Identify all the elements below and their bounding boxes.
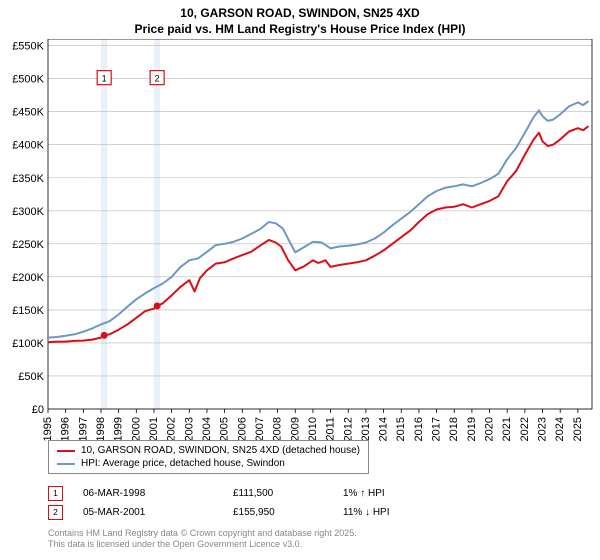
x-tick-label: 1999: [113, 417, 125, 441]
x-tick-label: 2022: [519, 417, 531, 441]
y-tick-label: £250K: [12, 239, 44, 251]
x-tick-label: 2007: [254, 417, 266, 441]
plot-border: [48, 39, 592, 409]
y-tick-label: £150K: [12, 305, 44, 317]
sale-marker-cell: 1: [48, 486, 63, 501]
attribution: Contains HM Land Registry data © Crown c…: [48, 528, 357, 551]
legend-label: 10, GARSON ROAD, SWINDON, SN25 4XD (deta…: [81, 445, 360, 456]
x-tick-label: 2016: [413, 417, 425, 441]
sale-price: £111,500: [233, 488, 343, 499]
sale-date: 06-MAR-1998: [83, 488, 233, 499]
chart-area: £0 £50K £100K £150K £200K £250K £300K £350K £400…: [0, 39, 600, 439]
x-tick-label: 2014: [378, 417, 390, 441]
x-tick-label: 2025: [572, 417, 584, 441]
sales-table: 1 06-MAR-1998£111,5001% ↑ HPI 2 05-MAR-2001…: [48, 484, 443, 522]
sale-diff: 11% ↓ HPI: [343, 507, 443, 518]
title-line-2: Price paid vs. HM Land Registry's House …: [0, 22, 600, 38]
legend: 10, GARSON ROAD, SWINDON, SN25 4XD (deta…: [48, 440, 369, 474]
y-tick-label: £400K: [12, 140, 44, 152]
y-tick-label: £100K: [12, 338, 44, 350]
chart-svg: £0 £50K £100K £150K £200K £250K £300K £350K £400…: [0, 39, 600, 469]
sale-dot: [101, 332, 108, 339]
x-tick-label: 2009: [289, 417, 301, 441]
x-tick-label: 2003: [183, 417, 195, 441]
sale-marker-cell: 2: [48, 505, 63, 520]
highlight-band: [101, 39, 107, 409]
x-tick-label: 2023: [537, 417, 549, 441]
x-tick-label: 2004: [201, 417, 213, 441]
sale-row: 1 06-MAR-1998£111,5001% ↑ HPI: [48, 484, 443, 503]
y-tick-label: £350K: [12, 173, 44, 185]
legend-label: HPI: Average price, detached house, Swin…: [81, 458, 285, 469]
legend-swatch: [57, 463, 75, 465]
sale-diff: 1% ↑ HPI: [343, 488, 443, 499]
x-tick-label: 2020: [484, 417, 496, 441]
y-tick-label: £200K: [12, 272, 44, 284]
legend-row: 10, GARSON ROAD, SWINDON, SN25 4XD (deta…: [57, 444, 360, 457]
x-tick-label: 1997: [77, 417, 89, 441]
sale-date: 05-MAR-2001: [83, 507, 233, 518]
x-tick-label: 2021: [501, 417, 513, 441]
legend-row: HPI: Average price, detached house, Swin…: [57, 457, 360, 470]
x-tick-label: 2010: [307, 417, 319, 441]
y-tick-label: £500K: [12, 74, 44, 86]
x-tick-label: 1998: [95, 417, 107, 441]
sale-price: £155,950: [233, 507, 343, 518]
y-tick-label: £0: [32, 404, 44, 416]
highlight-band: [154, 39, 160, 409]
attribution-line-1: Contains HM Land Registry data © Crown c…: [48, 528, 357, 539]
sale-marker-label: 2: [155, 74, 160, 84]
y-tick-label: £550K: [12, 41, 44, 53]
sale-dot: [154, 303, 161, 310]
x-tick-label: 1995: [42, 417, 54, 441]
legend-swatch: [57, 450, 75, 452]
x-tick-label: 2017: [431, 417, 443, 441]
sale-marker-label: 1: [102, 74, 107, 84]
x-tick-label: 2012: [342, 417, 354, 441]
x-tick-label: 2001: [148, 417, 160, 441]
title-line-1: 10, GARSON ROAD, SWINDON, SN25 4XD: [0, 6, 600, 22]
x-tick-label: 2018: [448, 417, 460, 441]
x-tick-label: 2019: [466, 417, 478, 441]
title-block: 10, GARSON ROAD, SWINDON, SN25 4XD Price…: [0, 0, 600, 39]
x-tick-label: 2002: [166, 417, 178, 441]
sale-row: 2 05-MAR-2001£155,95011% ↓ HPI: [48, 503, 443, 522]
y-tick-label: £450K: [12, 107, 44, 119]
x-tick-label: 1996: [60, 417, 72, 441]
x-tick-label: 2006: [236, 417, 248, 441]
chart-container: 10, GARSON ROAD, SWINDON, SN25 4XD Price…: [0, 0, 600, 560]
x-tick-label: 2008: [272, 417, 284, 441]
x-tick-label: 2024: [554, 417, 566, 441]
x-tick-label: 2005: [219, 417, 231, 441]
x-tick-label: 2000: [130, 417, 142, 441]
x-tick-label: 2011: [325, 417, 337, 441]
y-tick-label: £50K: [18, 371, 44, 383]
y-tick-label: £300K: [12, 206, 44, 218]
x-tick-label: 2013: [360, 417, 372, 441]
attribution-line-2: This data is licensed under the Open Gov…: [48, 539, 357, 550]
series-hpi: [48, 101, 589, 338]
x-tick-label: 2015: [395, 417, 407, 441]
